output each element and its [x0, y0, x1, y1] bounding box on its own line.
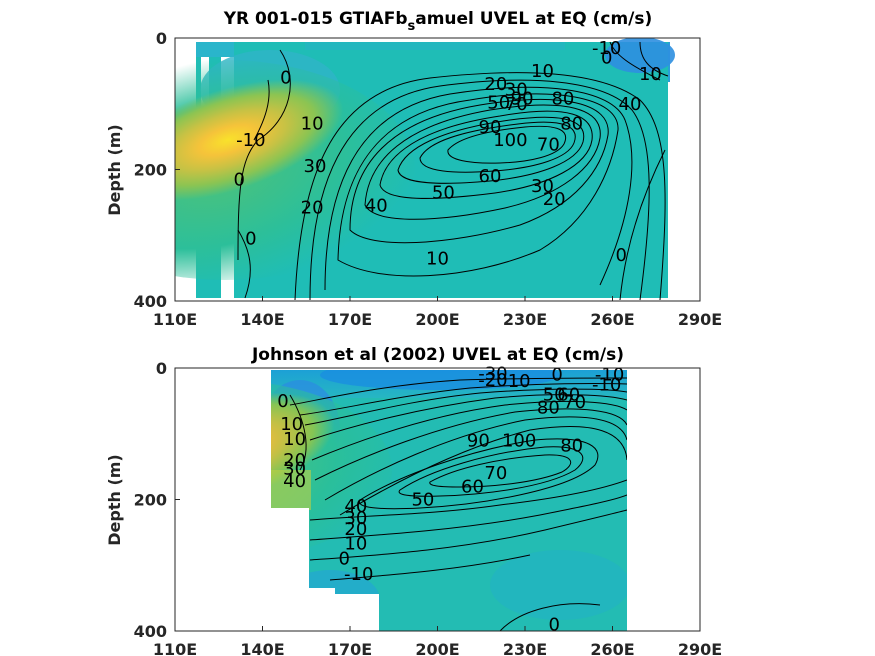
panel-1-contours: [237, 41, 669, 301]
contour-label: 90: [467, 430, 490, 451]
contour-label: 70: [537, 135, 560, 156]
contour-label: 80: [560, 113, 583, 134]
panel-2-y-ticks: 0 200 400: [134, 359, 180, 641]
contour-label: 0: [601, 48, 612, 69]
panel-1-title-main: YR 001-015 GTIAFb: [223, 9, 408, 29]
contour-label: 20: [344, 519, 367, 540]
contour-label: 30: [531, 176, 554, 197]
contour-label: 90: [511, 88, 534, 109]
x-tick-label: 200E: [415, 640, 459, 656]
contour-label: 70: [484, 463, 507, 484]
x-tick-label: 260E: [590, 640, 634, 656]
contour-label: 40: [344, 496, 367, 517]
y-tick-label: 400: [134, 292, 167, 311]
contour-label: 0: [548, 614, 559, 635]
y-tick-label: 200: [134, 161, 167, 180]
contour-label: 10: [344, 534, 367, 555]
contour-label: 30: [505, 79, 528, 100]
panel-2-y-axis-label: Depth (m): [105, 454, 124, 546]
x-tick-label: 290E: [678, 640, 722, 656]
panel-1-title-subscript: s: [407, 19, 415, 34]
contour-label: 50: [543, 384, 566, 405]
panel-2-contours: [289, 377, 627, 631]
x-tick-label: 140E: [240, 310, 284, 329]
x-tick-label: 260E: [590, 310, 634, 329]
contour-label: 10: [508, 371, 531, 392]
contour-label: 70: [563, 392, 586, 413]
contour-label: 10: [426, 248, 449, 269]
contour-label: 10: [280, 414, 303, 435]
contour-label: 10: [639, 64, 662, 85]
contour-label: 0: [616, 245, 627, 266]
contour-label: 60: [461, 476, 484, 497]
x-tick-label: 290E: [678, 310, 722, 329]
contour-label: 90: [479, 117, 502, 138]
contour-label: -10: [236, 130, 265, 151]
x-tick-label: 170E: [328, 310, 372, 329]
panel-1-field: [175, 38, 675, 301]
contour-label: 0: [233, 169, 244, 190]
x-tick-label: 200E: [415, 310, 459, 329]
contour-label: 20: [301, 198, 324, 219]
contour-label: 80: [551, 88, 574, 109]
contour-label: 40: [619, 94, 642, 115]
panel-2-x-ticks: 110E 140E 170E 200E 230E 260E 290E: [153, 626, 722, 656]
x-tick-label: 170E: [328, 640, 372, 656]
contour-label: 100: [493, 130, 527, 151]
x-tick-label: 110E: [153, 640, 197, 656]
contour-label: 20: [484, 74, 507, 95]
panel-1-y-axis-label: Depth (m): [105, 124, 124, 216]
contour-label: 0: [338, 549, 349, 570]
contour-label: 50: [432, 183, 455, 204]
y-tick-label: 400: [134, 622, 167, 641]
contour-label: 80: [560, 436, 583, 457]
x-tick-label: 230E: [503, 640, 547, 656]
contour-label: 30: [344, 508, 367, 529]
contour-label: 0: [551, 365, 562, 386]
contour-label: 70: [505, 94, 528, 115]
panel-1-y-ticks: 0 200 400: [134, 29, 180, 311]
panel-1-x-ticks: 110E 140E 170E 200E 230E 260E 290E: [153, 296, 722, 329]
x-tick-label: 110E: [153, 310, 197, 329]
contour-label: -10: [592, 38, 621, 59]
contour-label: 0: [277, 391, 288, 412]
contour-label: 80: [537, 397, 560, 418]
contour-label: 20: [283, 450, 306, 471]
panel-2-title: Johnson et al (2002) UVEL at EQ (cm/s): [251, 345, 624, 365]
contour-label: 20: [543, 189, 566, 210]
y-tick-label: 0: [156, 29, 167, 48]
contour-label: 50: [411, 490, 434, 511]
panel-1-title-rest: amuel UVEL at EQ (cm/s): [415, 9, 652, 29]
contour-label: -30: [478, 363, 507, 384]
contour-label: 30: [283, 459, 306, 480]
contour-label: 60: [479, 166, 502, 187]
y-tick-label: 200: [134, 491, 167, 510]
contour-label: 30: [304, 156, 327, 177]
contour-label: 10: [283, 429, 306, 450]
contour-label: 100: [502, 430, 536, 451]
contour-label: 60: [557, 384, 580, 405]
contour-label: -20: [478, 370, 507, 391]
contour-label: -10: [592, 374, 621, 395]
contour-label: -10: [344, 564, 373, 585]
x-tick-label: 140E: [240, 640, 284, 656]
contour-label: 10: [531, 61, 554, 82]
contour-label: 0: [280, 67, 291, 88]
contour-label: 0: [245, 229, 256, 250]
panel-1-title: YR 001-015 GTIAFbsamuel UVEL at EQ (cm/s…: [223, 9, 653, 34]
contour-label: 10: [301, 113, 324, 134]
contour-label: 40: [283, 471, 306, 492]
contour-label: 50: [487, 92, 510, 113]
contour-label: 40: [365, 196, 388, 217]
x-tick-label: 230E: [503, 310, 547, 329]
contour-label: -10: [595, 365, 624, 386]
y-tick-label: 0: [156, 359, 167, 378]
